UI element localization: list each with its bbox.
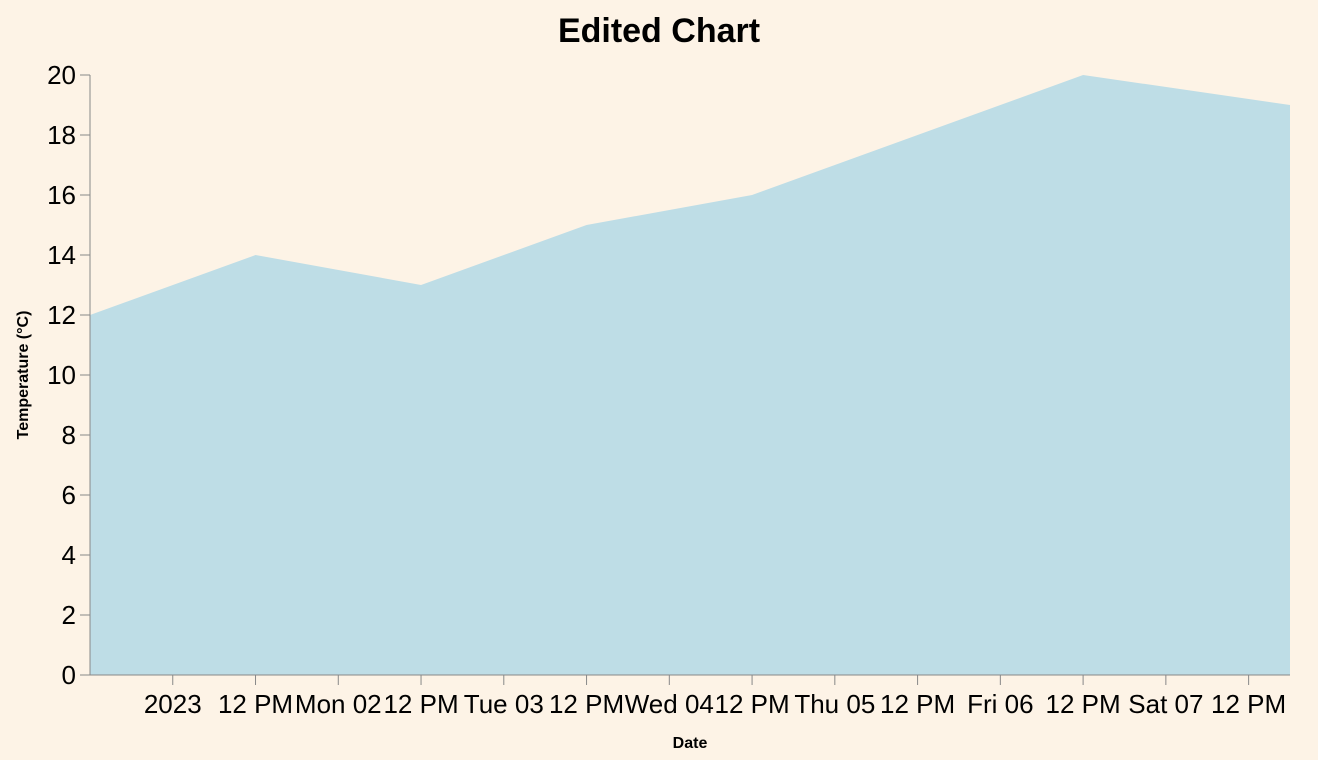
y-tick-label: 0	[62, 660, 76, 690]
y-tick-label: 10	[47, 360, 76, 390]
y-tick-label: 6	[62, 480, 76, 510]
x-tick-label: Tue 03	[464, 689, 544, 719]
y-tick-label: 12	[47, 300, 76, 330]
x-tick-label: 12 PM	[880, 689, 955, 719]
x-axis: 2023 12 PM Mon 02 12 PM Tue 03 12 PM Wed 04 12 …	[90, 674, 1290, 719]
x-tick-label: 12 PM	[714, 689, 789, 719]
area-series-0	[90, 75, 1290, 675]
y-axis: 0 2 4 6 8 10 12 14 16 18 20	[47, 60, 91, 690]
x-tick-label: Mon 02	[295, 689, 382, 719]
chart-title: Edited Chart	[558, 12, 760, 50]
y-tick-label: 8	[62, 420, 76, 450]
x-tick-label: 12 PM	[1211, 689, 1286, 719]
y-tick-label: 16	[47, 180, 76, 210]
x-tick-label: 12 PM	[383, 689, 458, 719]
x-tick-label: 12 PM	[1046, 689, 1121, 719]
x-tick-label: Wed 04	[625, 689, 714, 719]
y-tick-label: 18	[47, 120, 76, 150]
x-tick-label: 12 PM	[218, 689, 293, 719]
x-tick-label: Sat 07	[1128, 689, 1203, 719]
y-axis-title: Temperature (°C)	[15, 311, 32, 440]
x-tick-label: Fri 06	[967, 689, 1033, 719]
x-tick-label: 12 PM	[549, 689, 624, 719]
y-tick-label: 2	[62, 600, 76, 630]
y-tick-label: 20	[47, 60, 76, 90]
x-tick-label: Thu 05	[794, 689, 875, 719]
x-tick-label: 2023	[144, 689, 202, 719]
y-tick-label: 4	[62, 540, 76, 570]
x-axis-title: Date	[673, 735, 708, 752]
y-tick-label: 14	[47, 240, 76, 270]
plot-area	[90, 75, 1290, 675]
